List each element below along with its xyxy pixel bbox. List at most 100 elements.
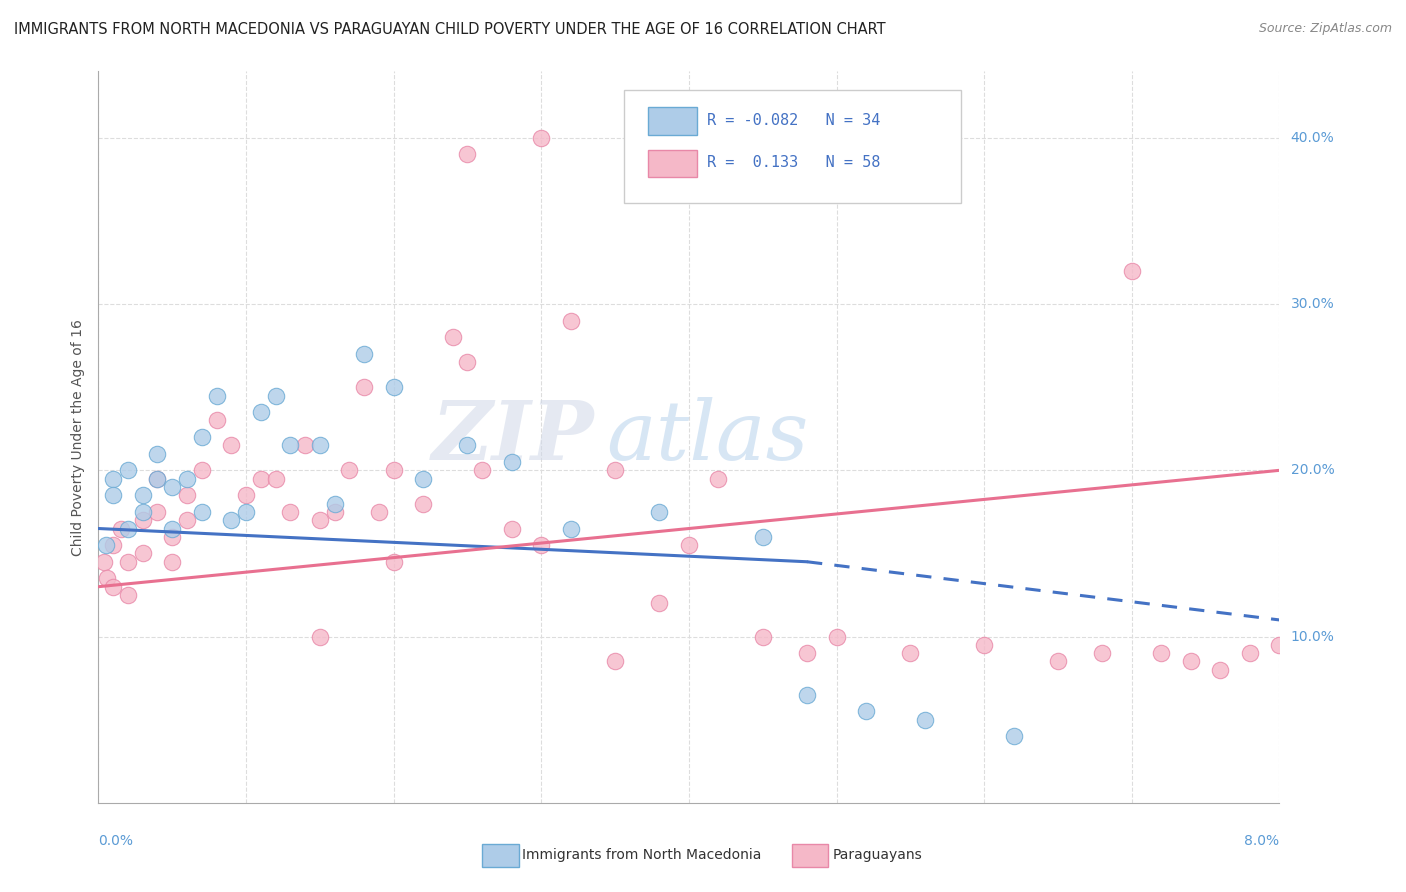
- Point: [751, 630, 773, 644]
- Point: [560, 314, 582, 328]
- Point: [103, 538, 124, 552]
- Point: [1091, 646, 1114, 660]
- Point: [1209, 663, 1232, 677]
- Point: [219, 438, 242, 452]
- Point: [501, 521, 523, 535]
- Point: [308, 630, 332, 644]
- Point: [855, 705, 877, 719]
- Point: [914, 713, 936, 727]
- Point: [235, 488, 257, 502]
- Point: [1150, 646, 1173, 660]
- Point: [412, 497, 434, 511]
- Point: [264, 388, 287, 402]
- Point: [367, 505, 389, 519]
- Point: [264, 472, 287, 486]
- Point: [530, 538, 553, 552]
- Point: [96, 571, 118, 585]
- Point: [117, 588, 139, 602]
- Point: [1121, 264, 1143, 278]
- Point: [382, 555, 405, 569]
- Text: R = -0.082   N = 34: R = -0.082 N = 34: [707, 113, 880, 128]
- Point: [132, 513, 155, 527]
- Point: [278, 505, 301, 519]
- Point: [1239, 646, 1261, 660]
- Point: [898, 646, 921, 660]
- Text: 8.0%: 8.0%: [1244, 834, 1279, 848]
- Point: [648, 596, 671, 610]
- Point: [796, 646, 818, 660]
- Point: [1180, 655, 1202, 669]
- Point: [132, 488, 155, 502]
- Point: [176, 513, 198, 527]
- Point: [132, 505, 155, 519]
- Point: [605, 463, 627, 477]
- Point: [973, 638, 995, 652]
- Point: [1046, 655, 1069, 669]
- Point: [308, 438, 332, 452]
- Point: [162, 555, 183, 569]
- Point: [176, 488, 198, 502]
- Point: [323, 505, 346, 519]
- Point: [162, 480, 183, 494]
- Point: [191, 505, 214, 519]
- Point: [146, 472, 169, 486]
- Point: [382, 380, 405, 394]
- Point: [103, 488, 124, 502]
- Point: [353, 347, 375, 361]
- Point: [205, 388, 228, 402]
- Point: [235, 505, 257, 519]
- Text: IMMIGRANTS FROM NORTH MACEDONIA VS PARAGUAYAN CHILD POVERTY UNDER THE AGE OF 16 : IMMIGRANTS FROM NORTH MACEDONIA VS PARAG…: [14, 22, 886, 37]
- Point: [1002, 729, 1025, 743]
- Text: 20.0%: 20.0%: [1291, 463, 1334, 477]
- Point: [456, 355, 478, 369]
- Point: [353, 380, 375, 394]
- Point: [825, 630, 848, 644]
- FancyBboxPatch shape: [648, 150, 697, 178]
- Point: [294, 438, 316, 452]
- Point: [250, 472, 273, 486]
- Point: [146, 447, 169, 461]
- Y-axis label: Child Poverty Under the Age of 16: Child Poverty Under the Age of 16: [72, 318, 86, 556]
- Point: [205, 413, 228, 427]
- Point: [132, 546, 155, 560]
- Text: atlas: atlas: [606, 397, 808, 477]
- Point: [605, 655, 627, 669]
- Point: [117, 463, 139, 477]
- Point: [176, 472, 198, 486]
- Point: [94, 538, 117, 552]
- Text: Source: ZipAtlas.com: Source: ZipAtlas.com: [1258, 22, 1392, 36]
- Point: [191, 463, 214, 477]
- Text: 40.0%: 40.0%: [1291, 131, 1334, 145]
- Point: [796, 688, 818, 702]
- Text: 0.0%: 0.0%: [98, 834, 134, 848]
- Point: [146, 472, 169, 486]
- Point: [93, 555, 115, 569]
- Point: [707, 472, 730, 486]
- Point: [648, 505, 671, 519]
- Point: [103, 472, 124, 486]
- Text: 10.0%: 10.0%: [1291, 630, 1334, 643]
- Text: Paraguayans: Paraguayans: [832, 847, 922, 862]
- Point: [678, 538, 700, 552]
- FancyBboxPatch shape: [648, 107, 697, 135]
- Point: [110, 521, 132, 535]
- Point: [308, 513, 332, 527]
- Point: [441, 330, 464, 344]
- Text: 30.0%: 30.0%: [1291, 297, 1334, 311]
- Point: [456, 147, 478, 161]
- Point: [191, 430, 214, 444]
- Point: [412, 472, 434, 486]
- Point: [219, 513, 242, 527]
- Point: [117, 555, 139, 569]
- Point: [382, 463, 405, 477]
- Text: ZIP: ZIP: [432, 397, 595, 477]
- Point: [117, 521, 139, 535]
- Text: Immigrants from North Macedonia: Immigrants from North Macedonia: [522, 847, 761, 862]
- Point: [162, 521, 183, 535]
- Point: [530, 131, 553, 145]
- Point: [471, 463, 494, 477]
- Point: [103, 580, 124, 594]
- Point: [456, 438, 478, 452]
- FancyBboxPatch shape: [624, 90, 960, 203]
- Point: [501, 455, 523, 469]
